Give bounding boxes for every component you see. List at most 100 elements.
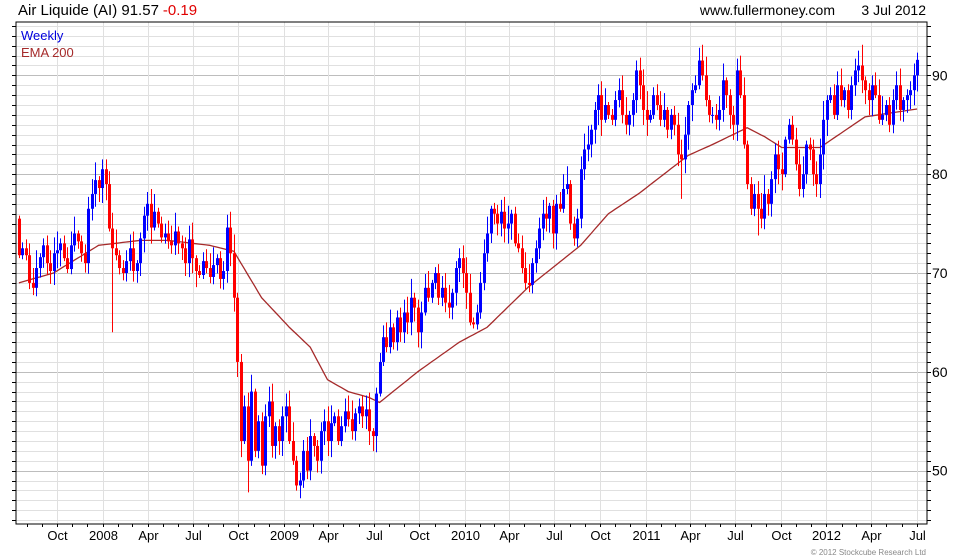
candle-up <box>42 238 45 268</box>
candle-body <box>261 421 264 466</box>
candle-up <box>396 310 399 351</box>
candle-body <box>77 233 80 242</box>
candle-body <box>604 105 607 120</box>
candle-body <box>874 85 877 96</box>
candle-down <box>288 390 291 444</box>
candle-up <box>788 118 791 144</box>
candle-down <box>528 264 531 293</box>
candle-up <box>358 398 361 424</box>
candle-body <box>483 253 486 283</box>
candle-body <box>600 95 603 120</box>
candle-body <box>32 282 35 288</box>
x-tick-label: 2010 <box>451 528 480 543</box>
candle-up <box>649 109 652 123</box>
candle-up <box>597 84 600 125</box>
candle-down <box>327 406 330 457</box>
candle-body <box>521 248 524 269</box>
candle-body <box>715 114 718 120</box>
candle-up <box>340 416 343 447</box>
candle-down <box>254 388 257 458</box>
candle-body <box>306 450 309 471</box>
candle-body <box>784 139 787 175</box>
candle-down <box>798 149 801 197</box>
candle-up <box>375 387 378 453</box>
site-link[interactable]: www.fullermoney.com <box>699 2 835 18</box>
candle-up <box>618 78 621 108</box>
candle-down <box>132 231 135 282</box>
candle-down <box>427 271 430 302</box>
candle-down <box>861 44 864 94</box>
candle-down <box>170 225 173 254</box>
y-tick-label: 70 <box>932 265 948 281</box>
candle-up <box>483 239 486 291</box>
candle-down <box>462 245 465 289</box>
candle-body <box>514 213 517 244</box>
candle-down <box>32 268 35 296</box>
candle-body <box>375 393 378 437</box>
candle-body <box>479 282 482 313</box>
candle-up <box>850 76 853 120</box>
candle-up <box>136 260 139 283</box>
candle-body <box>906 95 909 101</box>
candle-down <box>569 180 572 230</box>
candle-up <box>604 88 607 123</box>
candle-down <box>108 171 111 232</box>
candle-body <box>53 253 56 272</box>
candle-body <box>701 60 704 76</box>
candle-body <box>250 391 253 461</box>
candle-body <box>673 114 676 125</box>
y-tick-label: 50 <box>932 463 948 479</box>
candle-up <box>35 250 38 297</box>
x-tick-label: Oct <box>47 528 68 543</box>
candle-down <box>417 299 420 348</box>
candle-down <box>493 202 496 225</box>
candle-body <box>871 85 874 101</box>
candle-down <box>292 422 295 465</box>
candle-up <box>805 140 808 184</box>
candle-body <box>694 85 697 91</box>
candle-down <box>385 322 388 353</box>
candle-down <box>729 89 732 129</box>
x-tick-label: Jul <box>366 528 383 543</box>
candle-up <box>143 206 146 253</box>
candle-down <box>545 196 548 232</box>
candle-body <box>843 90 846 101</box>
candle-body <box>49 263 52 272</box>
candle-down <box>656 84 659 111</box>
candle-body <box>496 213 499 224</box>
candle-body <box>330 423 333 441</box>
candle-body <box>802 174 805 190</box>
candle-body <box>815 174 818 185</box>
candle-up <box>250 374 253 466</box>
candle-body <box>333 416 336 424</box>
candle-body <box>587 144 590 150</box>
candle-up <box>354 408 357 441</box>
candle-body <box>205 261 208 269</box>
candle-body <box>437 273 440 298</box>
candle-body <box>257 421 260 451</box>
candle-body <box>271 401 274 446</box>
candle-up <box>458 248 461 283</box>
candle-up <box>490 205 493 244</box>
candle-body <box>840 85 843 101</box>
candle-up <box>379 353 382 397</box>
candle-body <box>895 85 898 101</box>
candle-down <box>444 273 447 313</box>
candle-body <box>708 100 711 115</box>
candle-body <box>729 95 732 115</box>
candle-body <box>670 114 673 130</box>
candle-body <box>389 327 392 348</box>
candle-body <box>441 287 444 298</box>
candle-body <box>243 406 246 441</box>
candle-up <box>587 125 590 162</box>
candle-body <box>770 179 773 204</box>
candle-down <box>514 206 517 247</box>
candle-body <box>177 231 180 244</box>
candle-down <box>847 84 850 119</box>
x-tick-label: Jul <box>727 528 744 543</box>
candle-body <box>302 450 305 481</box>
candle-body <box>139 238 142 264</box>
candle-body <box>833 95 836 115</box>
candles <box>18 44 919 499</box>
candle-body <box>462 258 465 273</box>
